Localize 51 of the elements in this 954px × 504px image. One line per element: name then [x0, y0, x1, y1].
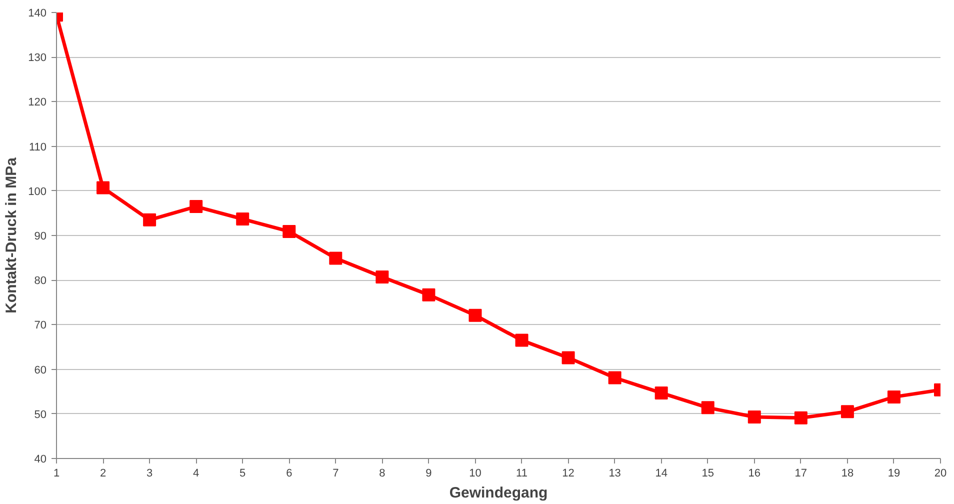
point — [515, 334, 528, 347]
point — [329, 252, 342, 265]
x-tick-label: 17 — [794, 468, 808, 480]
x-tick-label: 12 — [562, 468, 574, 480]
y-tick-label: 120 — [28, 96, 47, 109]
x-tick-label: 20 — [934, 468, 947, 480]
point — [468, 308, 482, 322]
x-tick-label: 3 — [146, 468, 153, 480]
y-tick-label: 90 — [34, 230, 47, 242]
x-tick-label: 4 — [193, 468, 200, 480]
x-tick-label: 2 — [100, 468, 106, 480]
y-axis-title: Kontakt-Druck in MPa — [3, 156, 20, 314]
x-tick-label: 6 — [286, 468, 292, 480]
x-tick-label: 15 — [702, 468, 714, 480]
point — [794, 411, 808, 424]
y-tick-label: 50 — [34, 408, 47, 421]
point — [96, 181, 110, 194]
point — [282, 224, 296, 238]
point — [236, 212, 250, 226]
x-tick-label: 9 — [426, 468, 432, 480]
x-tick-label: 18 — [841, 468, 854, 480]
point — [840, 405, 854, 418]
x-tick-label: 5 — [240, 468, 246, 480]
x-tick-label: 8 — [379, 468, 386, 480]
x-tick-label: 14 — [655, 468, 668, 480]
point — [654, 386, 668, 400]
x-tick-label: 1 — [53, 468, 60, 480]
point — [887, 390, 900, 404]
point — [562, 351, 575, 364]
point — [701, 401, 714, 414]
y-tick-label: 70 — [34, 320, 47, 332]
point — [608, 371, 622, 384]
point — [143, 213, 156, 226]
y-tick-label: 80 — [34, 275, 47, 288]
y-tick-label: 100 — [28, 186, 47, 198]
x-tick-label: 13 — [608, 468, 621, 480]
x-tick-label: 16 — [748, 468, 761, 480]
point — [190, 200, 203, 214]
x-tick-label: 19 — [888, 468, 900, 480]
x-tick-label: 11 — [516, 468, 528, 480]
y-tick-label: 140 — [28, 8, 47, 20]
point — [376, 270, 389, 284]
point — [422, 288, 436, 302]
y-tick-label: 110 — [28, 141, 47, 154]
y-tick-label: 60 — [34, 364, 47, 376]
y-tick-label: 130 — [28, 52, 47, 64]
x-tick-label: 7 — [332, 468, 339, 480]
point — [748, 410, 761, 424]
y-tick-label: 40 — [34, 454, 47, 466]
x-tick-label: 10 — [469, 468, 482, 480]
x-axis-title: Gewindegang — [449, 484, 548, 502]
